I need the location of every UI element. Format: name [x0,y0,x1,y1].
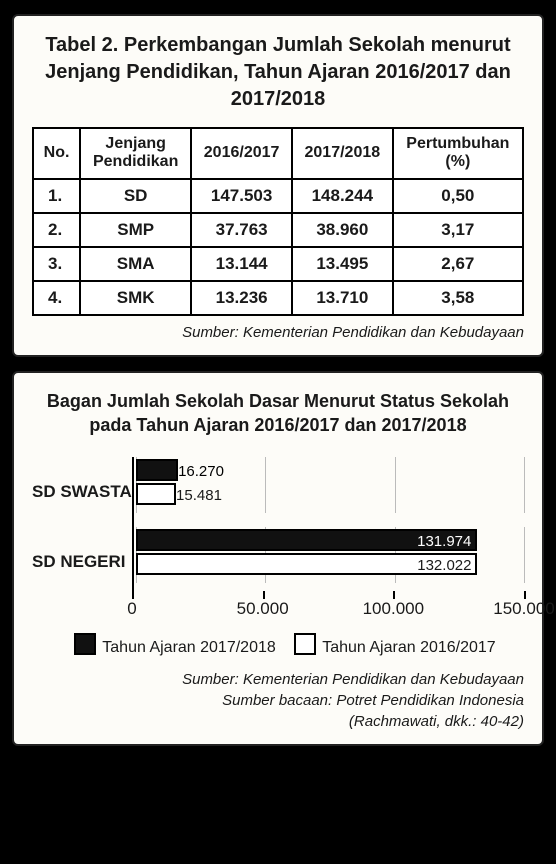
table-body: 1. SD 147.503 148.244 0,50 2. SMP 37.763… [33,179,523,315]
table-panel: Tabel 2. Perkembangan Jumlah Sekolah men… [12,14,544,357]
x-tick-label: 50.000 [237,599,289,619]
cell-no: 2. [33,213,80,247]
bar-series-2017-2018: 131.974 [136,529,477,551]
cell-y2: 38.960 [292,213,393,247]
cell-g: 3,17 [393,213,523,247]
bar-series-2017-2018: 16.270 [136,459,178,481]
table-row: 4. SMK 13.236 13.710 3,58 [33,281,523,315]
cell-level: SMP [80,213,191,247]
cell-y1: 147.503 [191,179,292,213]
bar-value-label: 132.022 [417,555,471,577]
cell-level: SMA [80,247,191,281]
legend-swatch-icon [294,633,316,655]
bar-series-2016-2017: 15.481 [136,483,176,505]
cell-y1: 13.144 [191,247,292,281]
cell-g: 2,67 [393,247,523,281]
x-tick-label: 150.000 [493,599,554,619]
bar-group: 16.270 15.481 [136,457,524,513]
cell-no: 3. [33,247,80,281]
cell-g: 0,50 [393,179,523,213]
bar-value-label: 16.270 [178,461,224,483]
chart-reading-citation: (Rachmawati, dkk.: 40-42) [32,713,524,730]
table-source: Sumber: Kementerian Pendidikan dan Kebud… [32,324,524,341]
cell-y2: 13.495 [292,247,393,281]
cell-g: 3,58 [393,281,523,315]
table-row: 1. SD 147.503 148.244 0,50 [33,179,523,213]
school-growth-table: No. JenjangPendidikan 2016/2017 2017/201… [32,127,524,316]
col-2016-2017: 2016/2017 [191,128,292,179]
cell-level: SMK [80,281,191,315]
cell-y2: 13.710 [292,281,393,315]
chart-panel: Bagan Jumlah Sekolah Dasar Menurut Statu… [12,371,544,747]
table-title: Tabel 2. Perkembangan Jumlah Sekolah men… [32,32,524,113]
y-axis-line [132,457,134,591]
chart-title: Bagan Jumlah Sekolah Dasar Menurut Statu… [32,389,524,438]
chart-source: Sumber: Kementerian Pendidikan dan Kebud… [32,671,524,688]
chart-reading-source: Sumber bacaan: Potret Pendidikan Indones… [32,692,524,709]
col-growth: Pertumbuhan(%) [393,128,523,179]
legend-swatch-icon [74,633,96,655]
cell-y2: 148.244 [292,179,393,213]
x-axis: 050.000100.000150.000 [132,591,524,623]
table-row: 3. SMA 13.144 13.495 2,67 [33,247,523,281]
col-level: JenjangPendidikan [80,128,191,179]
x-tick-label: 100.000 [363,599,424,619]
bar-value-label: 131.974 [417,531,471,553]
category-label: SD SWASTA [32,482,132,502]
cell-no: 1. [33,179,80,213]
legend-label: Tahun Ajaran 2016/2017 [322,639,495,656]
bar-value-label: 15.481 [176,485,222,507]
cell-y1: 13.236 [191,281,292,315]
legend-label: Tahun Ajaran 2017/2018 [102,639,275,656]
cell-no: 4. [33,281,80,315]
col-2017-2018: 2017/2018 [292,128,393,179]
bar-chart: SD SWASTA 16.270 15.481 SD NEGERI 131.97… [32,457,524,623]
chart-legend: Tahun Ajaran 2017/2018 Tahun Ajaran 2016… [32,633,524,657]
col-no: No. [33,128,80,179]
bar-series-2016-2017: 132.022 [136,553,477,575]
cell-level: SD [80,179,191,213]
table-row: 2. SMP 37.763 38.960 3,17 [33,213,523,247]
cell-y1: 37.763 [191,213,292,247]
bar-group: 131.974 132.022 [136,527,524,583]
table-header-row: No. JenjangPendidikan 2016/2017 2017/201… [33,128,523,179]
x-tick-label: 0 [127,599,136,619]
category-label: SD NEGERI [32,552,132,572]
